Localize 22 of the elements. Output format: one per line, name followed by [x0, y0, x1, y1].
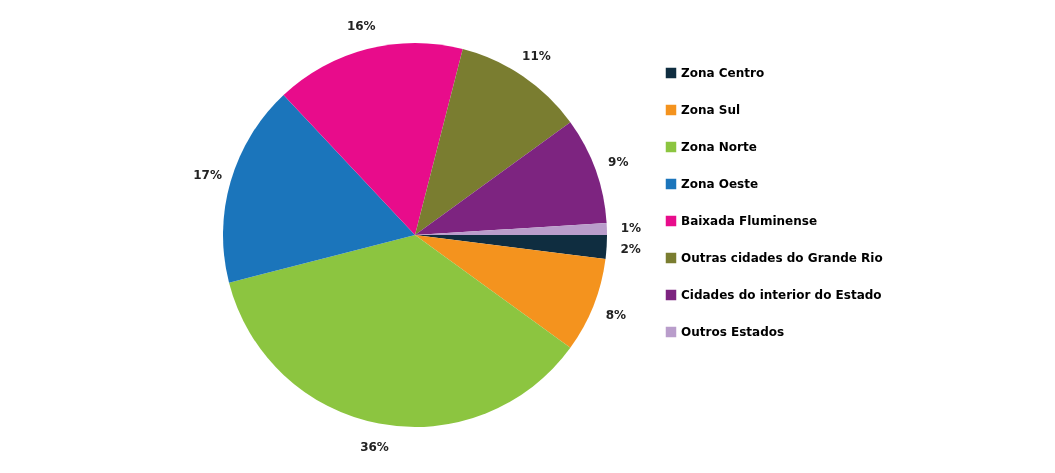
data-label: 8%: [605, 307, 627, 322]
legend-label: Outros Estados: [681, 325, 785, 339]
data-label: 2%: [620, 241, 641, 256]
pie-slice: [283, 43, 463, 235]
legend-label: Baixada Fluminense: [681, 214, 818, 228]
pie-slice: [415, 235, 606, 348]
legend-label: Zona Centro: [681, 66, 765, 80]
data-label: 17%: [193, 167, 222, 182]
legend-label: Cidades do interior do Estado: [681, 288, 882, 302]
pie-slice: [229, 235, 571, 427]
data-label: 36%: [360, 440, 389, 455]
pie-slice: [415, 122, 607, 235]
data-label: 1%: [620, 221, 642, 236]
legend-label: Zona Norte: [681, 140, 757, 154]
data-label: 11%: [522, 49, 551, 64]
pie-slice: [223, 95, 415, 283]
pie-slice: [415, 49, 571, 235]
legend-label: Zona Oeste: [681, 177, 759, 191]
data-label: 9%: [608, 154, 629, 169]
legend-label: Zona Sul: [681, 103, 741, 117]
data-label: 16%: [346, 18, 376, 33]
legend-label: Outras cidades do Grande Rio: [681, 251, 883, 265]
